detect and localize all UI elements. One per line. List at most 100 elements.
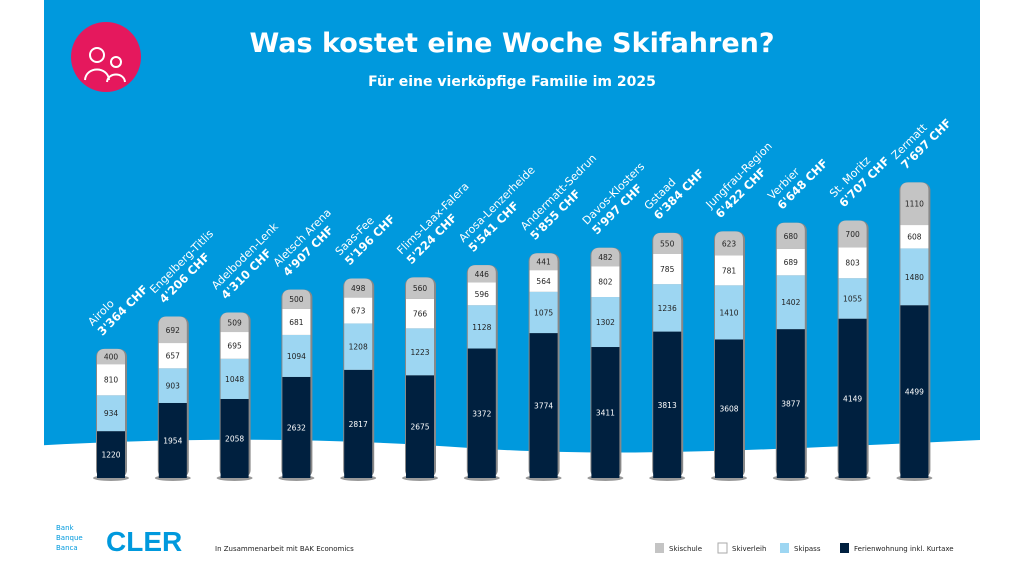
bar-segment-skischule <box>282 289 311 309</box>
segment-value-label: 766 <box>413 310 428 319</box>
bar-segment-skischule <box>838 220 867 248</box>
bar-segment-skipass <box>529 291 558 334</box>
segment-value-label: 689 <box>784 258 799 267</box>
bar-segment-ferienwohnung <box>838 318 867 478</box>
segment-value-label: 657 <box>166 352 181 361</box>
bar-segment-ferienwohnung <box>715 339 743 478</box>
bar-segment-skiverleih <box>776 248 805 276</box>
bar-segment-skischule <box>97 348 125 365</box>
legend-label: Ferienwohnung inkl. Kurtaxe <box>854 545 954 553</box>
bar-segment-skiverleih <box>344 297 373 324</box>
bar-segment-ferienwohnung <box>406 375 434 478</box>
legend-label: Skipass <box>794 545 821 553</box>
bar-segment-skipass <box>900 248 929 306</box>
bar-segment-skiverleih <box>97 364 125 396</box>
bank-line-2: Banque <box>56 534 83 542</box>
bar-segment-skipass <box>97 395 125 432</box>
bank-line-3: Banca <box>56 544 78 552</box>
segment-value-label: 810 <box>104 376 119 385</box>
segment-value-label: 4499 <box>905 388 924 397</box>
segment-value-label: 1302 <box>596 318 615 327</box>
segment-value-label: 3608 <box>719 405 738 414</box>
legend-item: Skipass <box>780 543 821 553</box>
segment-value-label: 680 <box>784 232 799 241</box>
bar-segment-skischule <box>158 316 187 344</box>
snow-hill <box>0 438 1024 576</box>
segment-value-label: 500 <box>289 295 304 304</box>
segment-value-label: 1055 <box>843 294 862 303</box>
bar-segment-ferienwohnung <box>900 305 929 478</box>
bar-segment-skiverleih <box>406 298 434 329</box>
bar-segment-skiverleih <box>900 225 929 249</box>
bar-segment-ferienwohnung <box>467 348 496 478</box>
legend-item: Skiverleih <box>717 542 766 554</box>
segment-value-label: 1480 <box>905 273 924 282</box>
bar-segment-skischule <box>467 265 496 283</box>
segment-value-label: 441 <box>536 258 551 267</box>
bar-segment-skiverleih <box>158 343 187 369</box>
bar-segment-skiverleih <box>220 332 249 359</box>
segment-value-label: 1410 <box>719 308 738 317</box>
segment-value-label: 446 <box>475 270 490 279</box>
bar-segment-skipass <box>776 275 805 330</box>
segment-value-label: 803 <box>845 259 860 268</box>
bar-segment-ferienwohnung <box>776 329 805 478</box>
brand-logo: CLER <box>106 526 182 557</box>
segment-value-label: 1402 <box>781 298 800 307</box>
bar-segment-skipass <box>158 368 187 403</box>
segment-value-label: 3411 <box>596 409 615 418</box>
segment-value-label: 1075 <box>534 308 553 317</box>
bar-segment-skischule <box>344 278 373 298</box>
bar-segment-skiverleih <box>591 266 620 298</box>
segment-value-label: 3877 <box>781 400 800 409</box>
segment-value-label: 3813 <box>658 401 677 410</box>
segment-value-label: 400 <box>104 353 119 362</box>
footer: Bank Banque Banca CLER In Zusammenarbeit… <box>56 524 354 557</box>
bar-segment-skipass <box>653 284 682 332</box>
segment-value-label: 1048 <box>225 375 244 384</box>
legend-label: Skischule <box>669 545 702 553</box>
bank-line-1: Bank <box>56 524 75 532</box>
segment-value-label: 1954 <box>163 436 182 445</box>
bar-segment-ferienwohnung <box>97 431 125 478</box>
bar-segment-skiverleih <box>715 255 743 286</box>
bar-segment-skipass <box>591 297 620 348</box>
bar-segment-ferienwohnung <box>529 333 558 478</box>
bar-segment-skipass <box>715 285 743 340</box>
legend: Skischule Skiverleih Skipass Ferienwohnung … <box>655 542 954 554</box>
bottom-band <box>0 0 44 576</box>
bar-segment-skipass <box>220 358 249 399</box>
segment-value-label: 695 <box>227 341 242 350</box>
segment-value-label: 934 <box>104 409 119 418</box>
segment-value-label: 1128 <box>472 323 491 332</box>
segment-value-label: 2058 <box>225 434 244 443</box>
chart-title: Was kostet eine Woche Skifahren? <box>249 28 774 59</box>
segment-value-label: 550 <box>660 239 675 248</box>
bar-segment-ferienwohnung <box>344 369 373 478</box>
segment-value-label: 498 <box>351 284 366 293</box>
segment-value-label: 802 <box>598 278 613 287</box>
segment-value-label: 596 <box>475 290 490 299</box>
bar-segment-skiverleih <box>467 282 496 306</box>
bar-segment-ferienwohnung <box>282 376 311 478</box>
legend-swatch <box>840 543 849 553</box>
legend-swatch <box>717 542 728 554</box>
bar-segment-skipass <box>282 334 311 377</box>
legend-swatch <box>780 543 789 553</box>
segment-value-label: 3774 <box>534 402 553 411</box>
segment-value-label: 700 <box>845 230 860 239</box>
bar-segment-skiverleih <box>838 247 867 279</box>
legend-item: Ferienwohnung inkl. Kurtaxe <box>840 543 954 553</box>
segment-value-label: 1220 <box>101 451 120 460</box>
segment-value-label: 681 <box>289 318 304 327</box>
bottom-band-right <box>980 0 1024 576</box>
segment-value-label: 692 <box>166 326 181 335</box>
segment-value-label: 2632 <box>287 423 306 432</box>
